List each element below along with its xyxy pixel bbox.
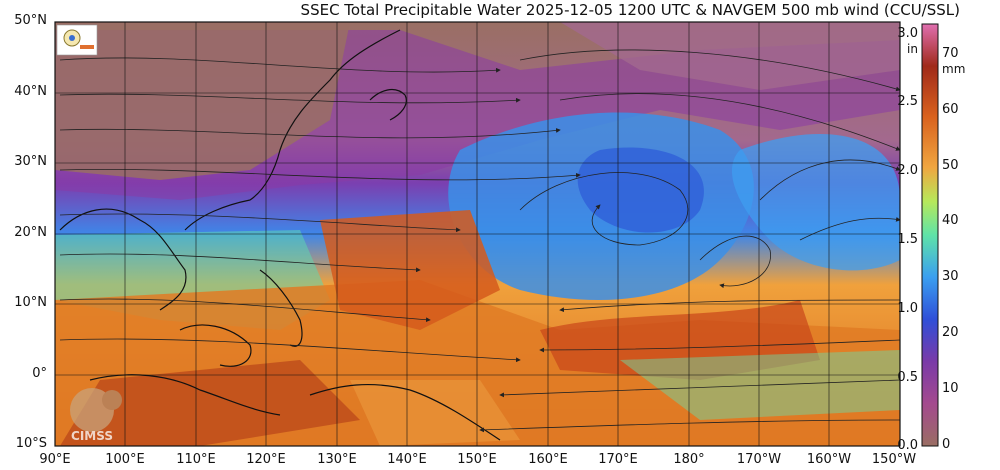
lon-label-150e: 150°E: [457, 452, 497, 467]
lon-label-160e: 160°E: [528, 452, 568, 467]
map-frame: [54, 21, 901, 447]
colorbar: [921, 23, 939, 447]
graticule: [55, 22, 900, 446]
cb-inch-2-0: 2.0: [897, 163, 918, 178]
cb-mm-40: 40: [942, 213, 959, 228]
cb-mm-unit: mm: [942, 62, 966, 76]
lon-label-160w: 160°W: [806, 452, 852, 467]
cb-mm-50: 50: [942, 158, 959, 173]
cb-mm-0: 0: [942, 437, 951, 452]
lon-label-180: 180°: [673, 452, 705, 467]
cb-inch-1-5: 1.5: [897, 232, 918, 247]
lon-label-100e: 100°E: [105, 452, 145, 467]
cb-inch-0-5: 0.5: [897, 370, 918, 385]
lon-label-90e: 90°E: [39, 452, 71, 467]
cb-inch-3-0: 3.0: [897, 26, 918, 41]
cb-mm-10: 10: [942, 381, 959, 396]
coastlines: [59, 29, 501, 441]
lon-label-130e: 130°E: [317, 452, 357, 467]
map-field: [55, 22, 900, 446]
svg-text:CIMSS: CIMSS: [71, 429, 113, 443]
lat-label-40n: 40°N: [14, 84, 47, 99]
lon-label-110e: 110°E: [176, 452, 216, 467]
lon-label-170e: 170°E: [598, 452, 638, 467]
lon-label-150w: 150°W: [871, 452, 917, 467]
lat-label-30n: 30°N: [14, 154, 47, 169]
lat-label-10n: 10°N: [14, 295, 47, 310]
cb-mm-30: 30: [942, 269, 959, 284]
map-title: SSEC Total Precipitable Water 2025-12-05…: [300, 1, 960, 19]
ssec-logo: [56, 24, 98, 56]
lon-label-120e: 120°E: [246, 452, 286, 467]
lat-label-0: 0°: [32, 366, 47, 381]
cb-inch-2-5: 2.5: [897, 94, 918, 109]
cb-mm-70: 70: [942, 46, 959, 61]
lon-label-140e: 140°E: [387, 452, 427, 467]
cimss-logo: CIMSS: [70, 388, 122, 443]
cb-inch-0-0: 0.0: [897, 438, 918, 453]
cb-inch-unit: in: [907, 42, 918, 56]
cb-mm-20: 20: [942, 325, 959, 340]
wind-streamlines: [59, 49, 900, 433]
lon-label-170w: 170°W: [736, 452, 782, 467]
cb-mm-60: 60: [942, 102, 959, 117]
lat-label-10s: 10°S: [15, 436, 47, 451]
lat-label-20n: 20°N: [14, 225, 47, 240]
cb-inch-1-0: 1.0: [897, 301, 918, 316]
lat-label-50n: 50°N: [14, 13, 47, 28]
